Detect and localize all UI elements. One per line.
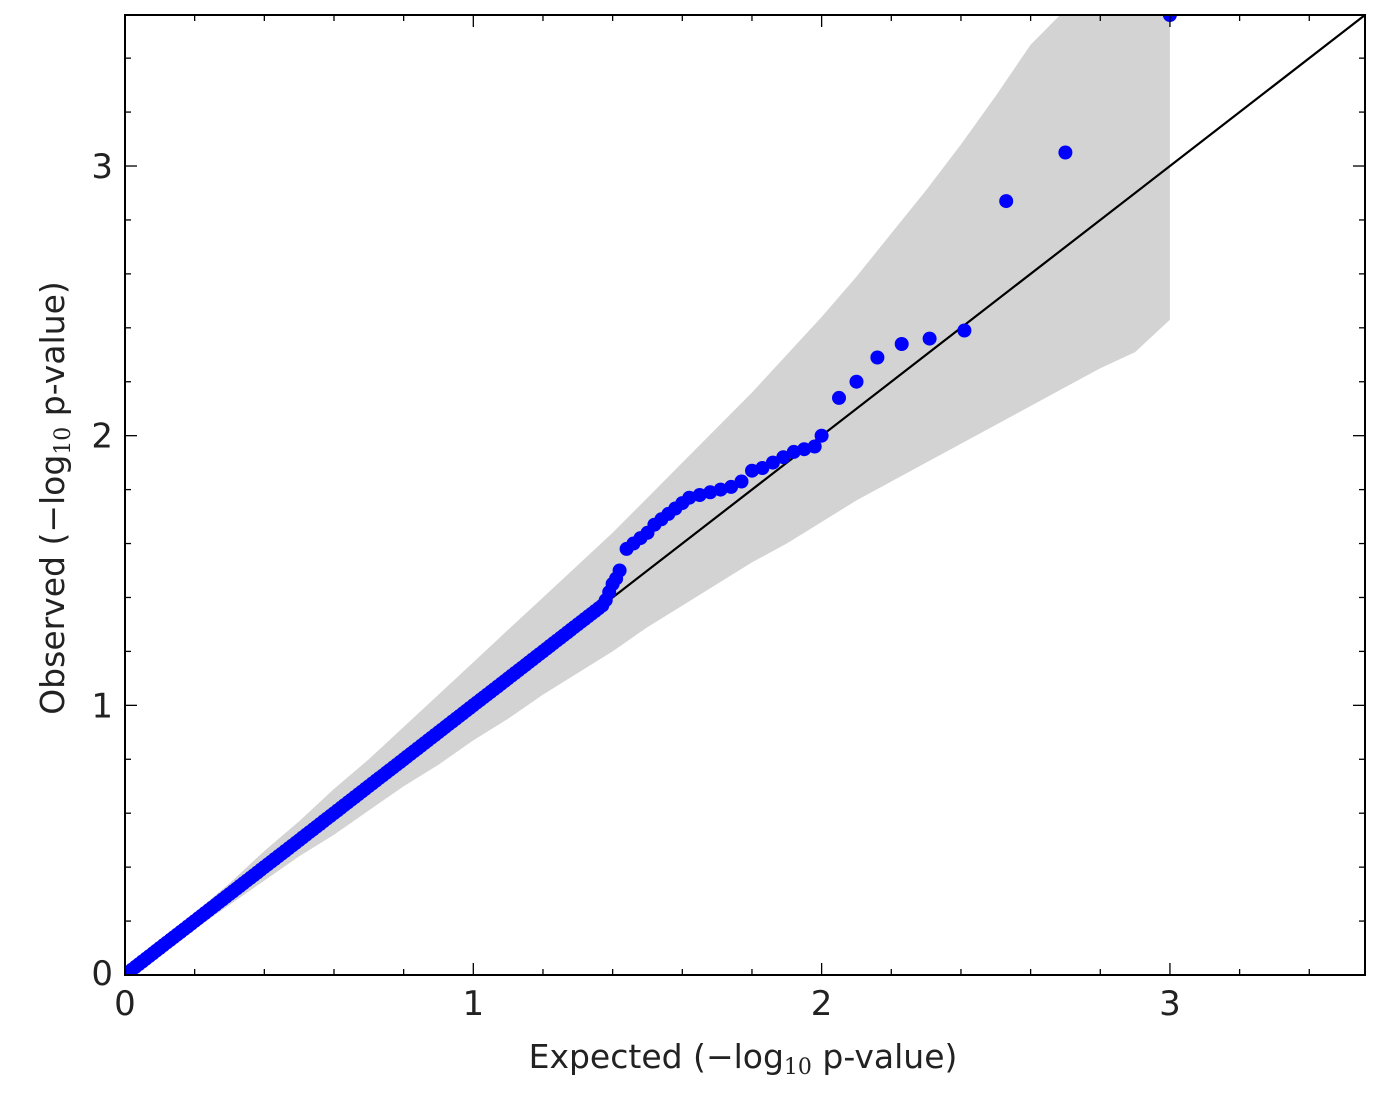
plot-area bbox=[125, 15, 1365, 975]
y-tick-label: 1 bbox=[91, 686, 113, 726]
data-point bbox=[765, 455, 780, 470]
data-point bbox=[776, 450, 791, 465]
data-point bbox=[692, 488, 707, 502]
data-point bbox=[922, 331, 937, 346]
data-point bbox=[807, 439, 822, 454]
plot-frame bbox=[124, 14, 1366, 976]
x-tick-label: 2 bbox=[811, 984, 833, 1024]
data-point bbox=[755, 461, 770, 475]
data-point bbox=[870, 350, 885, 365]
observed-points bbox=[125, 15, 1177, 975]
data-point bbox=[612, 563, 627, 578]
data-point bbox=[849, 374, 864, 389]
tick-labels: 0 1 2 3 0 1 2 3 bbox=[91, 147, 1180, 1024]
y-axis-label: Observed (−log10 p-value) bbox=[33, 281, 76, 715]
y-tick-label: 0 bbox=[91, 954, 113, 994]
y-tick-label: 2 bbox=[91, 417, 113, 457]
data-point bbox=[814, 428, 829, 443]
data-point bbox=[797, 442, 812, 457]
data-point bbox=[894, 337, 909, 351]
x-tick-label: 0 bbox=[114, 984, 136, 1024]
x-axis-label: Expected (−log10 p-value) bbox=[529, 1037, 958, 1080]
data-point bbox=[713, 482, 728, 497]
data-point bbox=[1058, 145, 1073, 160]
data-point bbox=[957, 323, 972, 338]
data-point bbox=[999, 194, 1014, 209]
y-tick-label: 3 bbox=[91, 147, 113, 187]
x-tick-label: 3 bbox=[1159, 984, 1181, 1024]
data-point bbox=[734, 474, 749, 489]
data-point bbox=[832, 390, 846, 405]
x-tick-label: 1 bbox=[462, 984, 484, 1024]
data-point bbox=[724, 479, 739, 494]
confidence-band bbox=[125, 15, 1170, 975]
